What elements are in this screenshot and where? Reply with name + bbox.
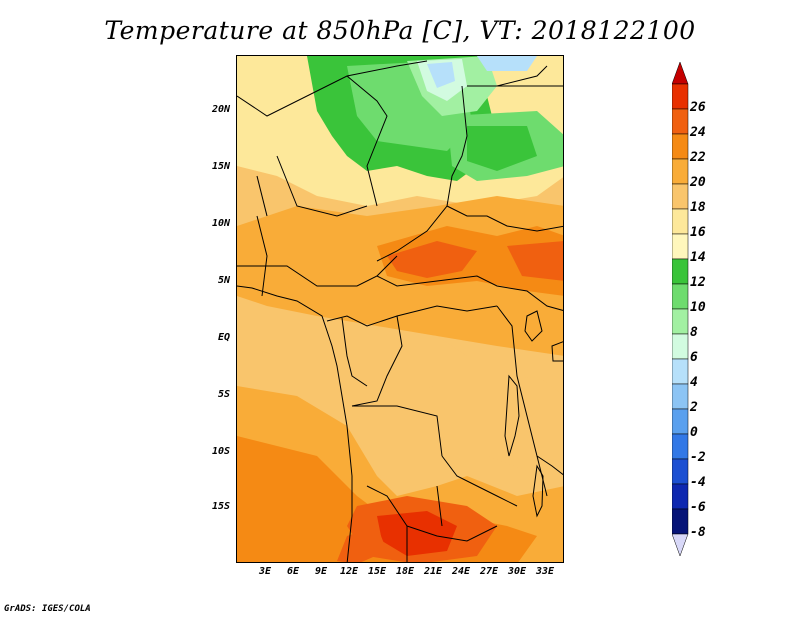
colorbar-segment bbox=[672, 508, 689, 535]
lat-tick-label: 15N bbox=[211, 161, 230, 172]
colorbar-segment bbox=[672, 83, 689, 110]
lat-tick-label: 5N bbox=[217, 275, 230, 286]
colorbar-top-arrow bbox=[672, 62, 689, 85]
colorbar-tick-label: 22 bbox=[690, 150, 706, 165]
temperature-map bbox=[236, 55, 564, 563]
latitude-axis: 20N 15N 10N 5N EQ 5S 10S 15S bbox=[190, 0, 230, 618]
colorbar-segment bbox=[672, 183, 689, 210]
colorbar-tick-label: 6 bbox=[690, 350, 698, 365]
colorbar-segment bbox=[672, 483, 689, 510]
colorbar-segment bbox=[672, 108, 689, 135]
lon-tick-label: 27E bbox=[479, 566, 499, 577]
lon-tick-label: 15E bbox=[367, 566, 387, 577]
colorbar-tick-label: -6 bbox=[690, 500, 706, 515]
colorbar-segment bbox=[672, 283, 689, 310]
lon-tick-label: 12E bbox=[339, 566, 359, 577]
colorbar-segment bbox=[672, 433, 689, 460]
colorbar-tick-label: -8 bbox=[690, 525, 706, 540]
colorbar-segment bbox=[672, 208, 689, 235]
lat-tick-label: 5S bbox=[217, 389, 230, 400]
colorbar-tick-label: 16 bbox=[690, 225, 706, 240]
lon-tick-label: 18E bbox=[395, 566, 415, 577]
lon-tick-label: 30E bbox=[507, 566, 527, 577]
colorbar-tick-label: 14 bbox=[690, 250, 706, 265]
colorbar-segment bbox=[672, 258, 689, 285]
lat-tick-label: 20N bbox=[211, 104, 230, 115]
colorbar-segment bbox=[672, 233, 689, 260]
colorbar-segment bbox=[672, 158, 689, 185]
longitude-axis: 3E 6E 9E 12E 15E 18E 21E 24E 27E 30E 33E bbox=[0, 566, 800, 580]
lat-tick-label: 15S bbox=[211, 501, 230, 512]
lon-tick-label: 33E bbox=[535, 566, 555, 577]
lon-tick-label: 24E bbox=[451, 566, 471, 577]
lat-tick-label: 10S bbox=[211, 446, 230, 457]
colorbar-tick-label: -4 bbox=[690, 475, 706, 490]
colorbar-tick-label: 8 bbox=[690, 325, 698, 340]
colorbar-tick-label: 20 bbox=[690, 175, 706, 190]
colorbar-tick-label: 24 bbox=[690, 125, 706, 140]
colorbar-tick-label: 4 bbox=[690, 375, 698, 390]
colorbar-segment bbox=[672, 333, 689, 360]
colorbar-tick-label: 26 bbox=[690, 100, 706, 115]
colorbar-segment bbox=[672, 458, 689, 485]
colorbar-segment bbox=[672, 308, 689, 335]
grads-credit: GrADS: IGES/COLA bbox=[4, 604, 91, 614]
colorbar-tick-label: -2 bbox=[690, 450, 706, 465]
colorbar-bottom-arrow bbox=[672, 533, 689, 556]
colorbar-segment bbox=[672, 383, 689, 410]
colorbar bbox=[672, 62, 689, 556]
colorbar-tick-label: 0 bbox=[690, 425, 698, 440]
map-field bbox=[237, 56, 563, 562]
colorbar-tick-label: 12 bbox=[690, 275, 706, 290]
lon-tick-label: 3E bbox=[258, 566, 272, 577]
chart-title: Temperature at 850hPa [C], VT: 201812210… bbox=[104, 16, 696, 45]
lon-tick-label: 21E bbox=[423, 566, 443, 577]
colorbar-tick-label: 10 bbox=[690, 300, 706, 315]
lon-tick-label: 6E bbox=[286, 566, 300, 577]
colorbar-tick-label: 18 bbox=[690, 200, 706, 215]
colorbar-tick-label: 2 bbox=[690, 400, 698, 415]
colorbar-segment bbox=[672, 408, 689, 435]
lon-tick-label: 9E bbox=[314, 566, 328, 577]
colorbar-segment bbox=[672, 358, 689, 385]
colorbar-segment bbox=[672, 133, 689, 160]
lat-tick-label: EQ bbox=[217, 332, 230, 343]
lat-tick-label: 10N bbox=[211, 218, 230, 229]
